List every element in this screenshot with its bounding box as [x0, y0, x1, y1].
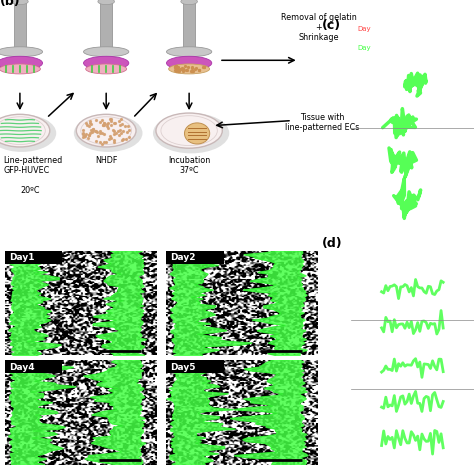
Text: Day: Day	[357, 45, 371, 51]
Text: Tissue with
line-patterned ECs: Tissue with line-patterned ECs	[285, 113, 359, 132]
Text: Removal of gelatin
+
Shrinkage: Removal of gelatin + Shrinkage	[281, 13, 356, 42]
Polygon shape	[243, 251, 308, 356]
Ellipse shape	[0, 114, 56, 152]
Text: Incubation
37ºC: Incubation 37ºC	[168, 156, 210, 175]
Text: 20ºC: 20ºC	[20, 186, 40, 195]
Bar	[14, 1, 26, 52]
Ellipse shape	[98, 0, 115, 5]
Text: (c): (c)	[322, 19, 341, 32]
Ellipse shape	[0, 47, 43, 57]
Text: Day4: Day4	[9, 363, 35, 372]
Polygon shape	[8, 360, 76, 465]
Ellipse shape	[184, 123, 210, 144]
Polygon shape	[83, 360, 146, 465]
Text: Day1: Day1	[9, 254, 35, 263]
Bar	[166, 251, 224, 264]
Ellipse shape	[74, 114, 143, 152]
Text: Day: Day	[357, 26, 371, 31]
Bar	[183, 1, 195, 52]
Ellipse shape	[0, 114, 50, 147]
Polygon shape	[166, 360, 236, 465]
Text: Line-patterned
GFP-HUVEC: Line-patterned GFP-HUVEC	[3, 156, 63, 175]
Ellipse shape	[86, 64, 127, 74]
Text: (d): (d)	[322, 237, 343, 250]
Polygon shape	[93, 251, 147, 356]
Ellipse shape	[83, 56, 129, 70]
Ellipse shape	[166, 56, 212, 70]
Polygon shape	[170, 251, 252, 356]
Ellipse shape	[181, 0, 197, 5]
Bar	[166, 360, 224, 373]
Ellipse shape	[153, 113, 229, 154]
Text: NHDF: NHDF	[95, 156, 118, 165]
Bar	[100, 1, 112, 52]
Ellipse shape	[11, 0, 28, 5]
Text: Day5: Day5	[171, 363, 196, 372]
Ellipse shape	[166, 47, 212, 57]
Polygon shape	[230, 360, 308, 465]
Ellipse shape	[83, 47, 129, 57]
Ellipse shape	[156, 113, 222, 148]
Text: (b): (b)	[0, 0, 21, 8]
Polygon shape	[9, 251, 61, 356]
Ellipse shape	[0, 56, 43, 70]
Bar	[5, 360, 63, 373]
Ellipse shape	[76, 114, 136, 147]
Ellipse shape	[0, 64, 40, 74]
Bar	[5, 251, 63, 264]
Text: Day2: Day2	[171, 254, 196, 263]
Ellipse shape	[169, 64, 210, 74]
